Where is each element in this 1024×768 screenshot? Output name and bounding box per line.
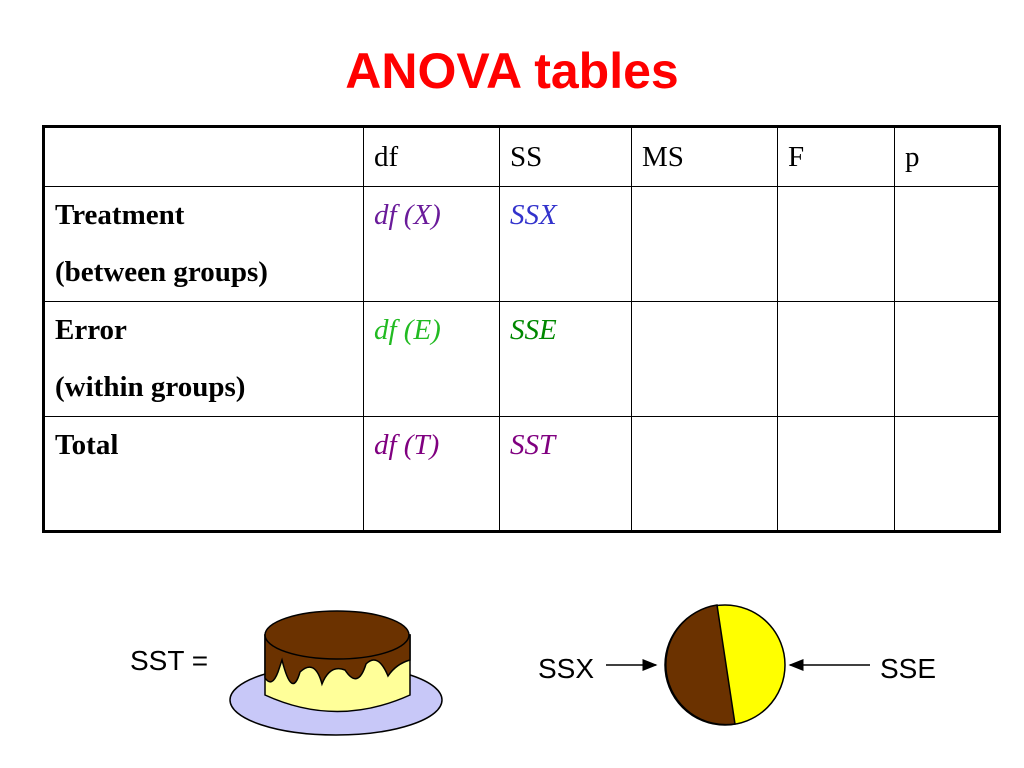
header-cell: p bbox=[894, 126, 1000, 187]
row-label-line: (within groups) bbox=[55, 371, 246, 403]
ssx-label: SSX bbox=[538, 653, 594, 684]
df-cell: df (T) bbox=[363, 416, 500, 532]
ss-cell: SSX bbox=[499, 186, 632, 302]
df-cell: df (X) bbox=[363, 186, 500, 302]
header-cell: F bbox=[777, 126, 895, 187]
header-cell: df bbox=[363, 126, 500, 187]
empty-cell bbox=[777, 301, 895, 417]
table-row: Treatment (between groups) df (X) SSX bbox=[43, 186, 1000, 302]
title: ANOVA tables bbox=[345, 43, 679, 99]
empty-cell bbox=[894, 186, 1000, 302]
empty-cell bbox=[894, 416, 1000, 532]
empty-cell bbox=[631, 186, 778, 302]
table-row: Error (within groups) df (E) SSE bbox=[43, 301, 1000, 417]
ss-cell: SST bbox=[499, 416, 632, 532]
table-row: Total df (T) SST bbox=[43, 416, 1000, 532]
row-label: Total bbox=[43, 416, 364, 532]
empty-cell bbox=[631, 416, 778, 532]
illustration: SST = SSX SSE bbox=[130, 604, 936, 736]
cake-label: SST = bbox=[130, 645, 208, 676]
empty-cell bbox=[894, 301, 1000, 417]
empty-cell bbox=[777, 186, 895, 302]
row-label-line: (between groups) bbox=[55, 256, 268, 288]
df-cell: df (E) bbox=[363, 301, 500, 417]
row-label-line: Total bbox=[55, 429, 119, 461]
row-label-line: Error bbox=[55, 314, 127, 346]
header-cell: MS bbox=[631, 126, 778, 187]
ss-cell: SSE bbox=[499, 301, 632, 417]
empty-cell bbox=[777, 416, 895, 532]
sse-label: SSE bbox=[880, 653, 936, 684]
pie-slice bbox=[665, 604, 736, 726]
header-cell: SS bbox=[499, 126, 632, 187]
header-cell bbox=[43, 126, 364, 187]
empty-cell bbox=[631, 301, 778, 417]
row-label: Treatment (between groups) bbox=[43, 186, 364, 302]
row-label: Error (within groups) bbox=[43, 301, 364, 417]
row-label-line: Treatment bbox=[55, 199, 185, 231]
cake-top bbox=[264, 610, 410, 660]
